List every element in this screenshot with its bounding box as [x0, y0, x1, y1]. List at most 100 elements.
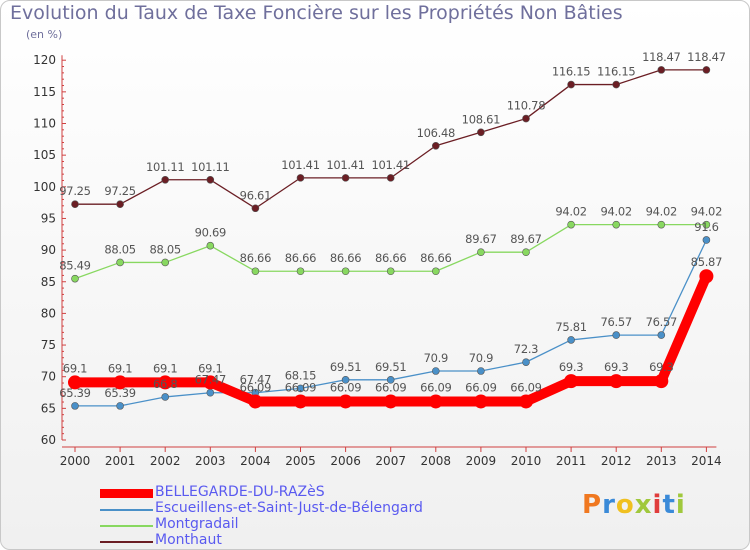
data-point	[567, 336, 575, 344]
data-label: 94.02	[555, 205, 586, 219]
x-tick-label: 2011	[556, 454, 587, 468]
data-point	[296, 174, 305, 182]
legend-swatch	[100, 509, 153, 511]
data-label: 94.02	[691, 205, 722, 219]
data-point	[116, 200, 124, 209]
data-label: 96.61	[240, 188, 271, 202]
data-label: 69.1	[63, 361, 87, 375]
data-label: 69.51	[330, 360, 361, 374]
data-point	[477, 128, 485, 137]
data-point	[203, 375, 218, 390]
data-point	[386, 174, 395, 182]
data-label: 88.05	[149, 242, 180, 256]
data-label: 66.09	[420, 380, 451, 394]
data-point	[71, 274, 79, 283]
data-label: 76.57	[600, 315, 631, 329]
data-point	[161, 258, 169, 267]
data-point	[341, 376, 350, 384]
data-point	[113, 375, 128, 390]
data-label: 69.1	[198, 361, 222, 375]
data-point	[383, 394, 398, 409]
data-label: 97.25	[104, 184, 135, 198]
data-label: 116.15	[552, 65, 590, 79]
data-point	[296, 384, 305, 393]
data-label: 69.51	[375, 360, 406, 374]
data-label: 88.05	[104, 242, 135, 256]
x-tick-label: 2007	[375, 454, 406, 468]
data-point	[431, 367, 440, 375]
data-point	[564, 374, 579, 389]
data-label: 116.15	[597, 65, 635, 79]
data-point	[251, 267, 260, 276]
legend-label: Montgradail	[155, 516, 239, 532]
data-point	[654, 374, 669, 389]
x-tick-label: 2012	[601, 454, 632, 468]
data-point	[431, 267, 440, 276]
data-label: 118.47	[642, 50, 680, 64]
data-label: 66.09	[510, 380, 541, 394]
data-label: 85.87	[691, 255, 722, 269]
data-point	[116, 402, 124, 410]
data-label: 66.09	[240, 380, 271, 394]
data-label: 86.66	[330, 251, 361, 265]
data-label: 70.9	[469, 351, 493, 365]
data-label: 86.66	[420, 251, 451, 265]
data-label: 101.41	[326, 158, 364, 172]
data-point	[248, 394, 263, 409]
series-line	[74, 69, 708, 209]
x-tick-label: 2000	[60, 454, 91, 468]
y-tick-label: 75	[41, 338, 56, 352]
x-tick-label: 2009	[466, 454, 497, 468]
data-label: 101.41	[371, 158, 409, 172]
legend-label: Monthaut	[155, 532, 222, 548]
data-point	[341, 174, 350, 182]
x-tick-label: 2003	[195, 454, 226, 468]
data-label: 69.3	[649, 360, 673, 374]
data-label: 69.3	[559, 360, 583, 374]
data-point	[428, 394, 443, 409]
data-point	[519, 394, 533, 409]
logo-letter: t	[662, 490, 676, 520]
data-label: 118.47	[687, 50, 725, 64]
x-tick-label: 2008	[421, 454, 452, 468]
data-point	[612, 220, 621, 229]
data-point	[431, 141, 440, 150]
data-label: 75.81	[555, 320, 586, 334]
data-point	[522, 114, 530, 123]
data-point	[386, 376, 395, 384]
y-tick-label: 95	[41, 211, 56, 225]
x-tick-label: 2001	[105, 454, 136, 468]
data-point	[609, 374, 624, 389]
x-tick-label: 2013	[646, 454, 677, 468]
y-tick-label: 105	[33, 148, 56, 162]
data-label: 97.25	[59, 184, 90, 198]
data-point	[612, 331, 621, 339]
data-point	[473, 394, 488, 409]
logo-letter: o	[615, 490, 635, 520]
logo-letter: r	[602, 490, 616, 520]
y-axis-unit: (en %)	[26, 28, 63, 41]
data-point	[161, 393, 169, 401]
data-label: 86.66	[240, 251, 271, 265]
data-point	[657, 331, 666, 339]
data-point	[296, 267, 305, 276]
x-tick-label: 2004	[240, 454, 271, 468]
data-point	[338, 394, 353, 409]
chart-title: Evolution du Taux de Taxe Foncière sur l…	[10, 2, 623, 24]
data-label: 69.1	[153, 361, 177, 375]
data-point	[657, 66, 666, 74]
y-tick-label: 70	[41, 370, 56, 384]
y-tick-label: 120	[33, 53, 56, 67]
data-label: 94.02	[600, 205, 631, 219]
data-label: 66.09	[285, 380, 316, 394]
x-tick-label: 2005	[285, 454, 316, 468]
data-label: 94.02	[646, 205, 677, 219]
data-label: 91.6	[694, 220, 718, 234]
data-label: 68.15	[285, 368, 316, 382]
data-label: 67.47	[195, 373, 226, 387]
data-point	[158, 375, 173, 390]
data-label: 69.1	[108, 361, 132, 375]
data-label: 106.48	[417, 126, 455, 140]
data-point	[116, 258, 124, 267]
